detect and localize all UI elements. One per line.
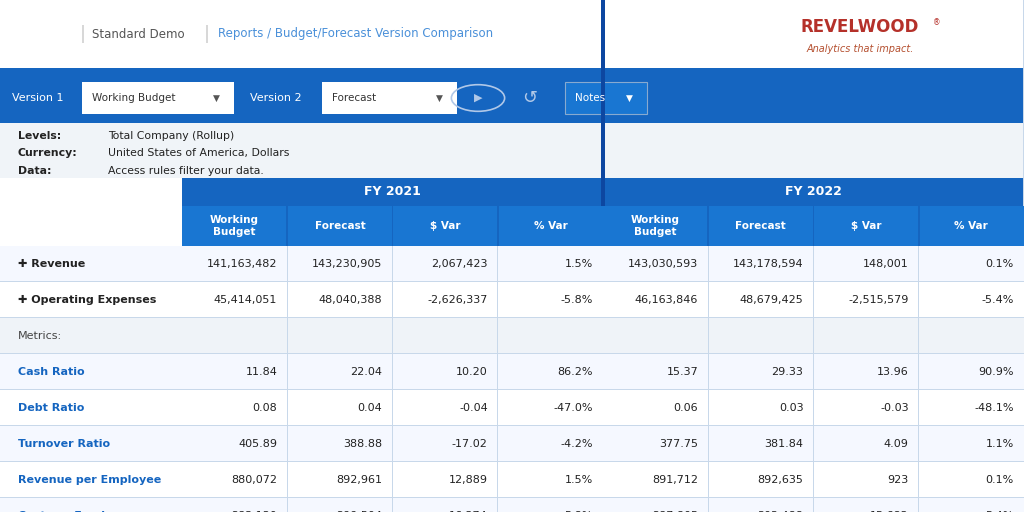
Text: Working
Budget: Working Budget bbox=[631, 215, 680, 237]
Text: -17.02: -17.02 bbox=[452, 439, 487, 449]
Text: 923: 923 bbox=[888, 475, 908, 485]
Text: 15.37: 15.37 bbox=[667, 367, 698, 377]
Text: Cash Ratio: Cash Ratio bbox=[18, 367, 85, 377]
Text: 16,374: 16,374 bbox=[449, 511, 487, 512]
Text: Revenue per Employee: Revenue per Employee bbox=[18, 475, 161, 485]
Text: 0.06: 0.06 bbox=[674, 403, 698, 413]
Text: 299,504: 299,504 bbox=[337, 511, 383, 512]
Text: 5.8%: 5.8% bbox=[564, 511, 593, 512]
Text: Levels:: Levels: bbox=[18, 131, 61, 141]
Text: ▼: ▼ bbox=[626, 94, 633, 102]
Text: 0.1%: 0.1% bbox=[986, 259, 1014, 269]
Text: W: W bbox=[18, 38, 51, 67]
Text: Data:: Data: bbox=[18, 166, 51, 176]
Text: Notes: Notes bbox=[575, 93, 605, 103]
Text: 22.04: 22.04 bbox=[350, 367, 383, 377]
Text: -2,515,579: -2,515,579 bbox=[848, 295, 908, 305]
Text: 405.89: 405.89 bbox=[239, 439, 278, 449]
Text: 48,040,388: 48,040,388 bbox=[318, 295, 383, 305]
Text: 388.88: 388.88 bbox=[343, 439, 383, 449]
Text: -2,626,337: -2,626,337 bbox=[427, 295, 487, 305]
Text: ✚ Operating Expenses: ✚ Operating Expenses bbox=[18, 295, 157, 305]
Text: 143,030,593: 143,030,593 bbox=[628, 259, 698, 269]
Text: 880,072: 880,072 bbox=[231, 475, 278, 485]
Text: Currency:: Currency: bbox=[18, 148, 78, 159]
Text: ▼: ▼ bbox=[213, 94, 219, 102]
Text: -47.0%: -47.0% bbox=[554, 403, 593, 413]
Text: REVELWOOD: REVELWOOD bbox=[801, 18, 920, 36]
Text: ▶: ▶ bbox=[474, 93, 482, 103]
Text: 377.75: 377.75 bbox=[659, 439, 698, 449]
Text: $ Var: $ Var bbox=[851, 221, 882, 231]
Text: Access rules filter your data.: Access rules filter your data. bbox=[108, 166, 264, 176]
Text: Forecast: Forecast bbox=[314, 221, 366, 231]
Text: 46,163,846: 46,163,846 bbox=[635, 295, 698, 305]
Text: -0.04: -0.04 bbox=[459, 403, 487, 413]
Text: % Var: % Var bbox=[534, 221, 567, 231]
Text: 86.2%: 86.2% bbox=[557, 367, 593, 377]
Text: ↺: ↺ bbox=[522, 89, 538, 107]
Text: 891,712: 891,712 bbox=[652, 475, 698, 485]
Text: -48.1%: -48.1% bbox=[975, 403, 1014, 413]
Text: Forecast: Forecast bbox=[735, 221, 786, 231]
Text: ✚ Revenue: ✚ Revenue bbox=[18, 259, 85, 269]
Text: -4.2%: -4.2% bbox=[560, 439, 593, 449]
Text: Version 2: Version 2 bbox=[250, 93, 302, 103]
Text: 0.03: 0.03 bbox=[779, 403, 804, 413]
Text: 11.84: 11.84 bbox=[246, 367, 278, 377]
Text: % Var: % Var bbox=[954, 221, 988, 231]
Text: United States of America, Dollars: United States of America, Dollars bbox=[108, 148, 290, 159]
Text: 13.96: 13.96 bbox=[877, 367, 908, 377]
Text: 1.5%: 1.5% bbox=[565, 259, 593, 269]
Text: Reports / Budget/Forecast Version Comparison: Reports / Budget/Forecast Version Compar… bbox=[218, 28, 494, 40]
Text: 141,163,482: 141,163,482 bbox=[207, 259, 278, 269]
Text: 303,488: 303,488 bbox=[758, 511, 804, 512]
Text: 287,805: 287,805 bbox=[652, 511, 698, 512]
Text: Working
Budget: Working Budget bbox=[210, 215, 259, 237]
Text: 1.5%: 1.5% bbox=[565, 475, 593, 485]
Text: 48,679,425: 48,679,425 bbox=[739, 295, 804, 305]
Text: 381.84: 381.84 bbox=[765, 439, 804, 449]
Text: 892,635: 892,635 bbox=[758, 475, 804, 485]
Text: 10.20: 10.20 bbox=[456, 367, 487, 377]
Text: 0.04: 0.04 bbox=[357, 403, 383, 413]
Text: 90.9%: 90.9% bbox=[979, 367, 1014, 377]
Text: Standard Demo: Standard Demo bbox=[92, 28, 184, 40]
Text: 0.08: 0.08 bbox=[253, 403, 278, 413]
Text: 5.4%: 5.4% bbox=[986, 511, 1014, 512]
Text: 15,683: 15,683 bbox=[870, 511, 908, 512]
Text: FY 2022: FY 2022 bbox=[785, 185, 842, 199]
Text: 0.1%: 0.1% bbox=[986, 475, 1014, 485]
Text: Version 1: Version 1 bbox=[12, 93, 63, 103]
Text: Debt Ratio: Debt Ratio bbox=[18, 403, 84, 413]
Text: FY 2021: FY 2021 bbox=[365, 185, 421, 199]
Text: -5.4%: -5.4% bbox=[982, 295, 1014, 305]
Text: Total Company (Rollup): Total Company (Rollup) bbox=[108, 131, 234, 141]
Text: 4.09: 4.09 bbox=[884, 439, 908, 449]
Text: Forecast: Forecast bbox=[332, 93, 376, 103]
Text: Turnover Ratio: Turnover Ratio bbox=[18, 439, 111, 449]
Text: 148,001: 148,001 bbox=[863, 259, 908, 269]
Text: 143,178,594: 143,178,594 bbox=[733, 259, 804, 269]
Text: -0.03: -0.03 bbox=[880, 403, 908, 413]
Text: 1.1%: 1.1% bbox=[986, 439, 1014, 449]
Text: ▼: ▼ bbox=[435, 94, 442, 102]
Text: 45,414,051: 45,414,051 bbox=[214, 295, 278, 305]
Text: 283,130: 283,130 bbox=[231, 511, 278, 512]
Text: 2,067,423: 2,067,423 bbox=[431, 259, 487, 269]
Text: $ Var: $ Var bbox=[430, 221, 461, 231]
Text: ®: ® bbox=[933, 18, 940, 27]
Text: 29.33: 29.33 bbox=[772, 367, 804, 377]
Text: 892,961: 892,961 bbox=[337, 475, 383, 485]
Text: -5.8%: -5.8% bbox=[560, 295, 593, 305]
Text: Analytics that impact.: Analytics that impact. bbox=[806, 44, 913, 54]
Text: Cost per Employee: Cost per Employee bbox=[18, 511, 135, 512]
Text: Working Budget: Working Budget bbox=[92, 93, 175, 103]
Text: Metrics:: Metrics: bbox=[18, 331, 62, 341]
Text: |: | bbox=[204, 25, 210, 43]
Text: |: | bbox=[80, 25, 86, 43]
Text: 12,889: 12,889 bbox=[449, 475, 487, 485]
Text: 143,230,905: 143,230,905 bbox=[312, 259, 383, 269]
